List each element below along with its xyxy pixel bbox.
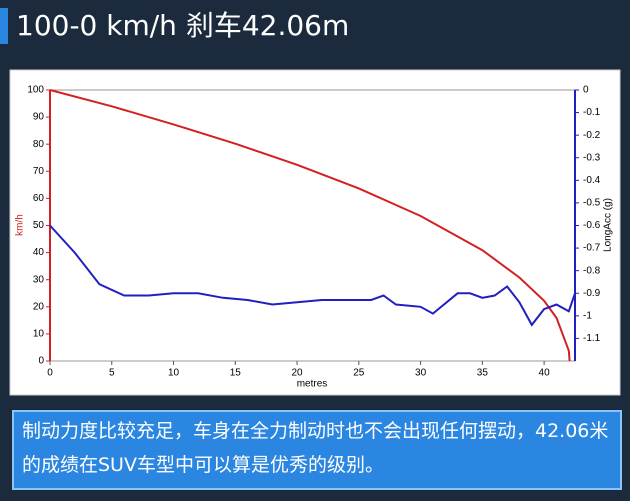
y2-tick-label: -0.3 [583,152,601,163]
caption: 制动力度比较充足，车身在全力制动时也不会出现任何摆动，42.06米的成绩在SUV… [12,410,622,490]
y-tick-label: 50 [33,220,45,231]
y2-tick-label: -0.2 [583,130,601,141]
y-tick-label: 90 [33,112,45,123]
y-tick-label: 80 [33,139,45,150]
x-tick-label: 5 [109,368,115,379]
x-tick-label: 20 [291,368,303,379]
y-tick-label: 60 [33,193,45,204]
x-tick-label: 15 [230,368,242,379]
x-tick-label: 25 [353,368,365,379]
y-tick-label: 10 [33,329,45,340]
y2-tick-label: -0.5 [583,198,601,209]
header: 100-0 km/h 刹车42.06m [0,0,630,50]
y2-tick-label: -0.9 [583,288,601,299]
y2-tick-label: -0.8 [583,265,601,276]
title: 100-0 km/h 刹车42.06m [16,9,350,42]
plot-area [49,89,576,362]
y-axis-label: km/h [15,214,26,236]
y-tick-label: 20 [33,301,45,312]
y2-tick-label: 0 [583,85,589,96]
y2-tick-label: -0.6 [583,220,601,231]
y-tick-label: 30 [33,274,45,285]
y-tick-label: 40 [33,247,45,258]
x-axis-label: metres [297,379,328,390]
x-tick-label: 40 [539,368,551,379]
x-tick-label: 0 [47,368,53,379]
y2-tick-label: -0.7 [583,243,601,254]
x-tick-label: 35 [477,368,489,379]
y2-tick-label: -0.1 [583,107,601,118]
y-tick-label: 0 [38,356,44,367]
chart: km/h LongAcc (g) metres 0102030405060708… [9,69,621,396]
y2-tick-label: -1 [583,310,592,321]
x-tick-label: 30 [415,368,427,379]
x-tick-label: 10 [168,368,180,379]
y2-axis-label: LongAcc (g) [603,198,614,252]
y2-tick-label: -0.4 [583,175,601,186]
data-line [49,224,576,327]
y2-tick-label: -1.1 [583,333,601,344]
y-tick-label: 70 [33,166,45,177]
data-line [49,89,571,362]
y-tick-label: 100 [27,85,44,96]
accent [0,8,8,44]
